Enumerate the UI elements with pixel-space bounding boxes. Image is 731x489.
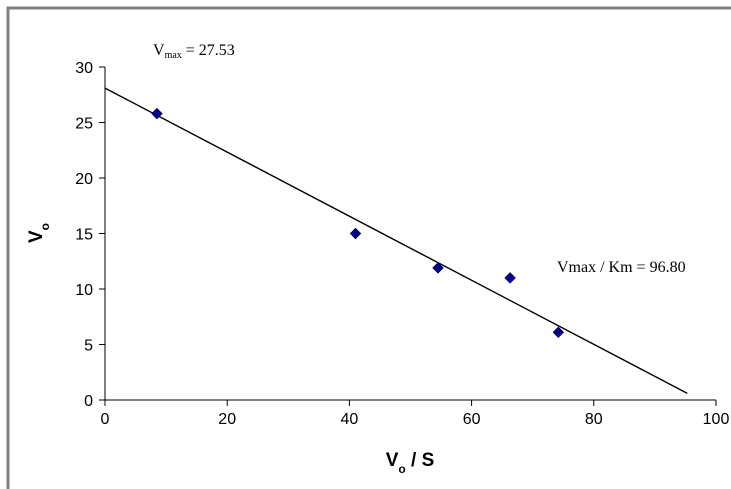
y-tick-label: 20: [75, 171, 93, 188]
data-point: [432, 262, 444, 274]
y-tick-label: 25: [75, 116, 93, 133]
x-tick-label: 20: [218, 411, 236, 428]
y-axis-title: Vo: [26, 223, 52, 243]
x-ticks: 0 20 40 60 80 100: [101, 400, 730, 428]
data-point: [151, 107, 163, 120]
x-axis-title: Vo / S: [386, 450, 435, 476]
y-tick-label: 15: [75, 227, 93, 244]
data-point: [552, 326, 565, 339]
y-tick-label: 30: [75, 60, 93, 77]
y-tick-label: 0: [84, 393, 93, 410]
trendline: [104, 87, 688, 394]
x-tick-label: 100: [703, 411, 730, 428]
x-tick-label: 40: [341, 411, 359, 428]
data-point: [349, 227, 362, 240]
chart-frame: [6, 6, 731, 489]
y-tick-label: 5: [84, 338, 93, 355]
y-tick-label: 10: [75, 282, 93, 299]
y-ticks: 0 5 10 15 20 25 30: [75, 60, 105, 410]
vmax-km-annotation: Vmax / Km = 96.80: [557, 259, 686, 276]
x-tick-label: 0: [101, 411, 110, 428]
data-point: [504, 272, 516, 284]
x-tick-label: 80: [585, 411, 603, 428]
data-points: [151, 107, 565, 339]
vmax-annotation: Vmax = 27.53: [153, 42, 235, 61]
trendline-layer: [104, 87, 688, 394]
x-tick-label: 60: [463, 411, 481, 428]
